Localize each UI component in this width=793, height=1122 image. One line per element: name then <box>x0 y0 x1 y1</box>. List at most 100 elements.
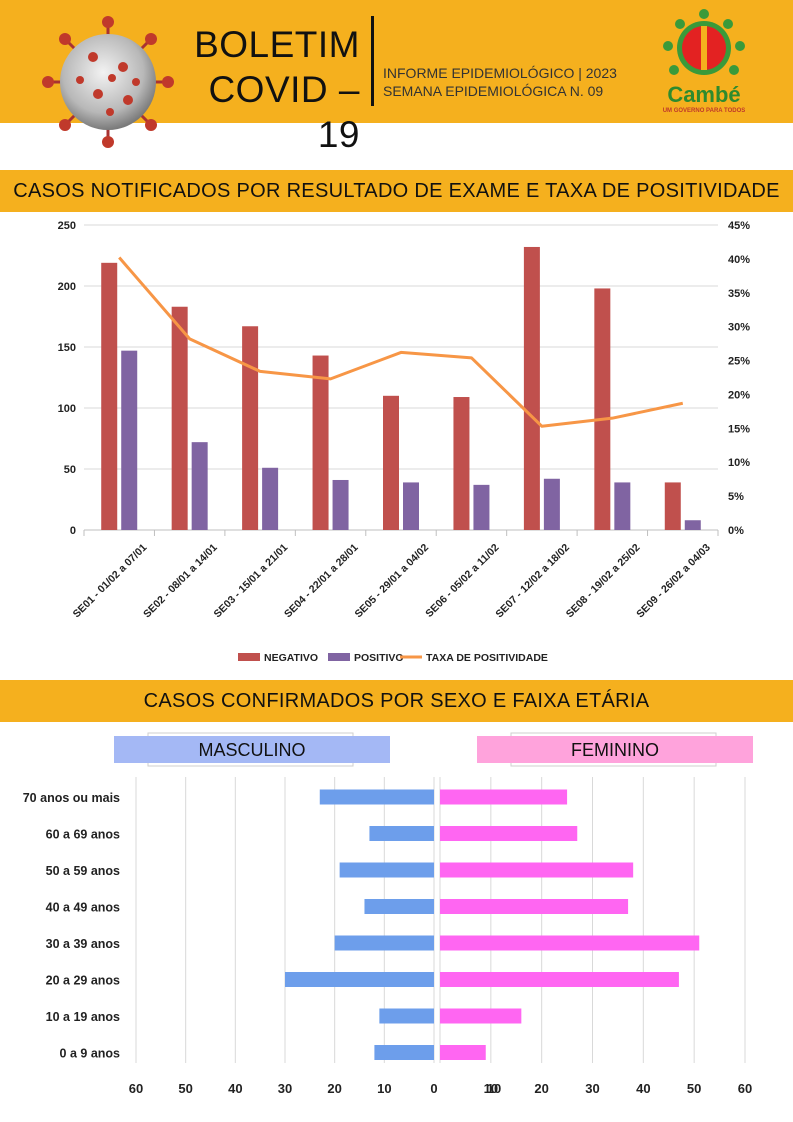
y2-tick-label: 35% <box>728 288 750 300</box>
x-tick-label: 20 <box>327 1081 341 1096</box>
age-group-label: 70 anos ou mais <box>23 791 120 805</box>
x-tick-label: SE03 - 15/01 a 21/01 <box>212 542 291 621</box>
age-group-label: 30 a 39 anos <box>46 937 120 951</box>
y2-tick-label: 45% <box>728 220 750 232</box>
legend-label: POSITIVO <box>354 652 404 664</box>
y2-tick-label: 10% <box>728 457 750 469</box>
legend-label: TAXA DE POSITIVIDADE <box>426 652 548 664</box>
bar-negativo <box>383 395 399 530</box>
bar-masculino <box>364 899 434 914</box>
bar-negativo <box>242 326 259 530</box>
age-group-label: 10 a 19 anos <box>46 1010 120 1024</box>
x-tick-label: 40 <box>636 1081 650 1096</box>
bar-masculino <box>339 862 434 878</box>
x-tick-label: 40 <box>228 1081 242 1096</box>
y-tick-label: 250 <box>58 220 76 232</box>
bar-positivo <box>332 479 349 530</box>
x-tick-label: SE06 - 05/02 a 11/02 <box>423 542 501 620</box>
y2-tick-label: 20% <box>728 389 750 401</box>
y-tick-label: 200 <box>58 281 76 293</box>
y2-tick-label: 30% <box>728 322 750 334</box>
legend-swatch <box>238 653 260 661</box>
x-tick-label: SE01 - 01/02 a 07/01 <box>71 542 150 621</box>
age-group-label: 40 a 49 anos <box>46 901 120 915</box>
x-tick-label: 10 <box>377 1081 391 1096</box>
bar-feminino <box>440 862 634 878</box>
bar-feminino <box>440 1008 522 1024</box>
age-group-label: 60 a 69 anos <box>46 828 120 842</box>
title-line-2: COVID – 19 <box>208 69 360 155</box>
bar-masculino <box>334 935 434 951</box>
y2-tick-label: 25% <box>728 356 750 368</box>
feminino-label: FEMININO <box>571 740 659 760</box>
report-info: INFORME EPIDEMIOLÓGICO | 2023 SEMANA EPI… <box>383 64 617 100</box>
y2-tick-label: 40% <box>728 254 750 266</box>
bar-negativo <box>664 482 681 530</box>
section-title-results: CASOS NOTIFICADOS POR RESULTADO DE EXAME… <box>0 170 793 212</box>
x-tick-label: SE05 - 29/01 a 04/02 <box>352 542 431 621</box>
bar-positivo <box>614 482 631 530</box>
y2-tick-label: 5% <box>728 491 744 503</box>
bar-negativo <box>453 397 470 530</box>
bar-positivo <box>121 350 138 530</box>
bar-negativo <box>594 288 611 530</box>
bar-feminino <box>440 972 679 987</box>
cambe-logo: Cambé UM GOVERNO PARA TODOS <box>663 9 746 114</box>
bar-feminino <box>440 1045 486 1060</box>
bar-positivo <box>191 442 208 530</box>
bar-negativo <box>101 262 118 530</box>
bar-masculino <box>285 972 434 987</box>
age-group-label: 20 a 29 anos <box>46 974 120 988</box>
x-tick-label: 10 <box>487 1081 501 1096</box>
title-line-1: BOLETIM <box>194 24 360 65</box>
y-tick-label: 100 <box>58 403 76 415</box>
report-line-1: INFORME EPIDEMIOLÓGICO | 2023 <box>383 65 617 81</box>
bar-positivo <box>684 520 701 530</box>
x-tick-label: 30 <box>585 1081 599 1096</box>
feminino-header <box>477 736 753 763</box>
x-tick-label: SE09 - 26/02 a 04/03 <box>634 542 713 621</box>
y-tick-label: 150 <box>58 342 76 354</box>
x-tick-label: 50 <box>687 1081 701 1096</box>
y2-tick-label: 0% <box>728 525 744 537</box>
masculino-header <box>114 736 390 763</box>
bar-masculino <box>369 826 434 841</box>
coronavirus-icon <box>42 16 174 148</box>
age-group-label: 0 a 9 anos <box>60 1047 120 1061</box>
age-group-label: 50 a 59 anos <box>46 864 120 878</box>
positivity-rate-line <box>118 256 684 428</box>
x-tick-label: SE07 - 12/02 a 18/02 <box>493 542 572 621</box>
bar-negativo <box>171 306 188 530</box>
x-tick-label: 0 <box>430 1081 437 1096</box>
bulletin-title: BOLETIM COVID – 19 <box>170 22 360 157</box>
x-tick-label: SE04 - 22/01 a 28/01 <box>282 542 361 621</box>
legend-label: NEGATIVO <box>264 652 318 664</box>
bar-feminino <box>440 899 629 914</box>
x-tick-label: 50 <box>178 1081 192 1096</box>
bar-positivo <box>473 484 490 530</box>
y-tick-label: 50 <box>64 464 76 476</box>
bar-positivo <box>403 482 419 530</box>
logo-text: Cambé <box>667 82 740 107</box>
bar-negativo <box>523 246 540 530</box>
masculino-label: MASCULINO <box>198 740 305 760</box>
bar-masculino <box>379 1008 434 1024</box>
bar-positivo <box>543 478 560 530</box>
bar-feminino <box>440 826 578 841</box>
legend-swatch <box>328 653 350 661</box>
x-tick-label: 30 <box>278 1081 292 1096</box>
logo-tagline: UM GOVERNO PARA TODOS <box>663 108 746 114</box>
bar-feminino <box>440 935 700 951</box>
x-tick-label: 60 <box>129 1081 143 1096</box>
bar-feminino <box>440 789 568 805</box>
section-title-sex-age: CASOS CONFIRMADOS POR SEXO E FAIXA ETÁRI… <box>0 680 793 722</box>
y-tick-label: 0 <box>70 525 76 537</box>
x-tick-label: SE08 - 19/02 a 25/02 <box>564 542 643 621</box>
x-tick-label: 20 <box>534 1081 548 1096</box>
y2-tick-label: 15% <box>728 423 750 435</box>
results-combo-chart: 0 50 100 150 200 250 0% 5% 10% 15% 20% 25% 30% 35% 40%… <box>58 220 751 664</box>
x-tick-label: SE02 - 08/01 a 14/01 <box>141 542 220 621</box>
header-divider <box>371 16 374 106</box>
x-tick-label: 10 <box>484 1081 498 1096</box>
